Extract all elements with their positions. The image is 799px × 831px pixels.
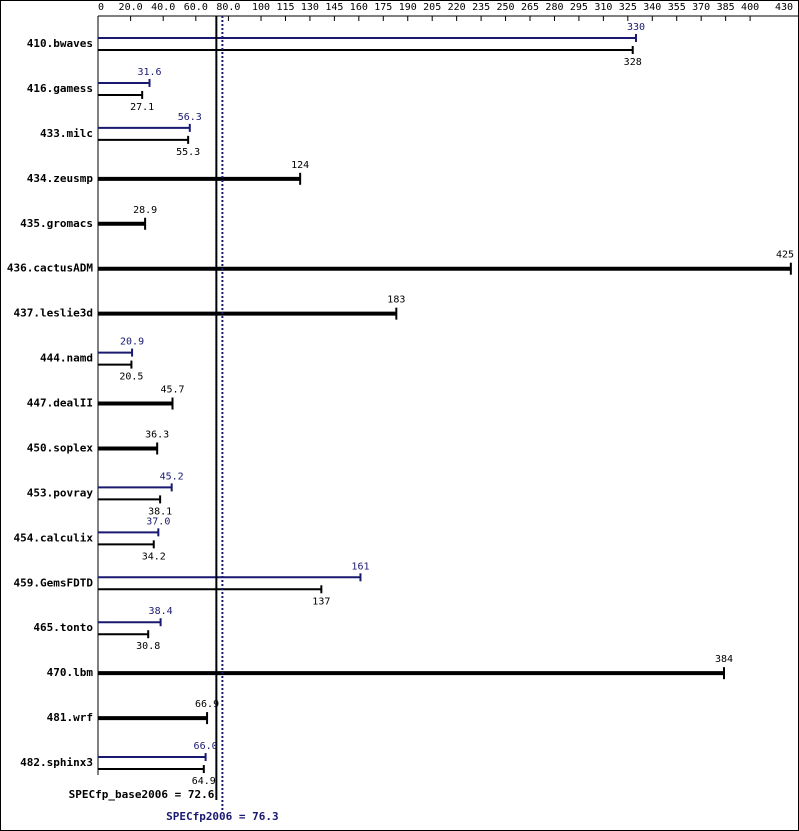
benchmark-name: 437.leslie3d	[14, 307, 93, 320]
benchmark-name: 410.bwaves	[27, 37, 93, 50]
value-label: 45.7	[160, 385, 184, 396]
benchmark-name: 444.namd	[40, 352, 93, 365]
x-tick-label: 370	[692, 2, 710, 13]
mean-label: SPECfp2006 = 76.3	[166, 810, 279, 823]
value-label: 45.2	[160, 471, 184, 482]
value-label: 64.9	[192, 776, 216, 787]
x-tick-label: 385	[717, 2, 735, 13]
value-label: 30.8	[136, 641, 160, 652]
x-tick-label: 280	[545, 2, 563, 13]
value-label: 20.9	[120, 337, 144, 348]
benchmark-name: 481.wrf	[47, 711, 93, 724]
value-label: 28.9	[133, 205, 157, 216]
mean-label: SPECfp_base2006 = 72.6	[69, 788, 215, 801]
value-label: 330	[627, 22, 645, 33]
x-tick-label: 190	[399, 2, 417, 13]
value-label: 161	[351, 561, 369, 572]
benchmark-name: 454.calculix	[14, 531, 94, 544]
x-tick-label: 355	[668, 2, 686, 13]
benchmark-name: 434.zeusmp	[27, 172, 94, 185]
x-tick-label: 160	[350, 2, 368, 13]
x-tick-label: 325	[619, 2, 637, 13]
x-tick-label: 145	[325, 2, 343, 13]
value-label: 66.0	[194, 741, 218, 752]
x-tick-label: 400	[741, 2, 759, 13]
x-tick-label: 80.0	[216, 2, 240, 13]
x-tick-label: 20.0	[119, 2, 143, 13]
benchmark-name: 470.lbm	[47, 666, 94, 679]
benchmark-name: 416.gamess	[27, 82, 93, 95]
benchmark-name: 436.cactusADM	[7, 262, 93, 275]
benchmark-name: 465.tonto	[33, 621, 93, 634]
x-tick-label: 265	[521, 2, 539, 13]
value-label: 124	[291, 160, 309, 171]
value-label: 20.5	[119, 372, 143, 383]
x-tick-label: 60.0	[184, 2, 208, 13]
x-tick-label: 235	[472, 2, 490, 13]
benchmark-name: 459.GemsFDTD	[14, 576, 94, 589]
value-label: 425	[776, 250, 794, 261]
x-tick-label: 340	[643, 2, 661, 13]
x-tick-label: 430	[775, 2, 793, 13]
x-tick-label: 100	[252, 2, 270, 13]
value-label: 27.1	[130, 102, 154, 113]
x-tick-label: 130	[301, 2, 319, 13]
value-label: 66.9	[195, 699, 219, 710]
value-label: 38.1	[148, 506, 172, 517]
benchmark-name: 450.soplex	[27, 441, 94, 454]
x-tick-label: 115	[276, 2, 294, 13]
benchmark-name: 453.povray	[27, 486, 94, 499]
value-label: 183	[387, 295, 405, 306]
value-label: 34.2	[142, 551, 166, 562]
x-tick-label: 250	[497, 2, 515, 13]
x-tick-label: 0	[98, 2, 104, 13]
x-tick-label: 205	[423, 2, 441, 13]
benchmark-name: 433.milc	[40, 127, 93, 140]
x-tick-label: 310	[594, 2, 612, 13]
value-label: 31.6	[137, 67, 161, 78]
x-tick-label: 175	[374, 2, 392, 13]
benchmark-name: 447.dealII	[27, 397, 93, 410]
value-label: 38.4	[149, 606, 173, 617]
value-label: 37.0	[146, 516, 170, 527]
value-label: 137	[312, 596, 330, 607]
x-tick-label: 40.0	[151, 2, 175, 13]
value-label: 55.3	[176, 147, 200, 158]
benchmark-name: 435.gromacs	[20, 217, 93, 230]
value-label: 328	[624, 57, 642, 68]
value-label: 36.3	[145, 429, 169, 440]
benchmark-name: 482.sphinx3	[20, 756, 93, 769]
value-label: 56.3	[178, 112, 202, 123]
x-tick-label: 295	[570, 2, 588, 13]
x-tick-label: 220	[448, 2, 466, 13]
value-label: 384	[715, 654, 733, 665]
